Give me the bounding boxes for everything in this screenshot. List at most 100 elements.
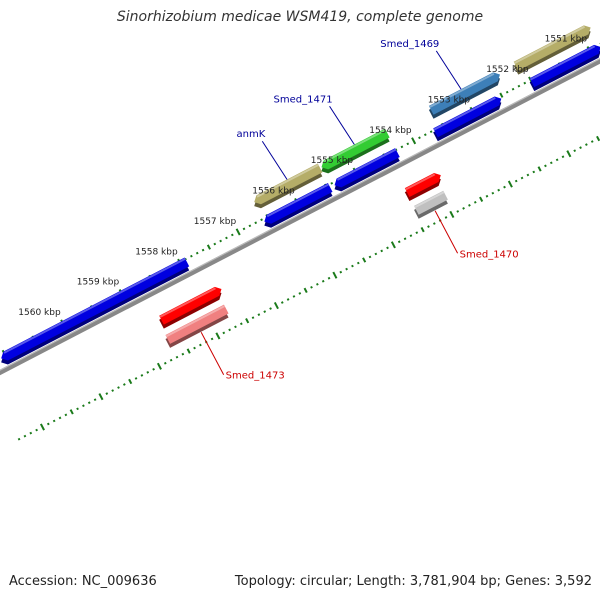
- tick-label: 1551 kbp: [545, 35, 588, 45]
- feature-smed-1473-cds[interactable]: [159, 286, 222, 329]
- major-tick: [156, 362, 162, 370]
- feature-face: [165, 304, 229, 344]
- feature-face: [1, 257, 190, 361]
- minor-tick: [260, 218, 263, 222]
- major-tick: [332, 271, 338, 279]
- minor-tick: [345, 267, 348, 271]
- gene-label-smed-1469[interactable]: Smed_1469: [380, 39, 439, 50]
- minor-tick: [201, 248, 205, 252]
- minor-tick: [219, 239, 222, 243]
- feature-smed-1470-cds[interactable]: [404, 172, 441, 202]
- feature-face: [264, 183, 333, 224]
- backbone-line: [0, 58, 600, 376]
- gene-label-smed-1470[interactable]: Smed_1470: [460, 249, 519, 260]
- minor-tick: [230, 233, 234, 237]
- feature-highlight: [159, 287, 216, 318]
- minor-tick: [485, 194, 489, 198]
- minor-tick: [444, 216, 448, 219]
- minor-tick: [479, 196, 484, 202]
- minor-tick: [549, 161, 553, 165]
- feature-face: [513, 25, 591, 71]
- minor-tick: [432, 222, 436, 225]
- gene-label-anmk[interactable]: anmK: [237, 129, 266, 140]
- feature-face: [404, 172, 441, 198]
- minor-tick: [526, 173, 530, 177]
- minor-tick: [514, 179, 518, 183]
- minor-tick: [590, 140, 594, 143]
- feature-blue-long[interactable]: [1, 257, 190, 365]
- minor-tick: [87, 401, 91, 405]
- minor-tick: [82, 404, 85, 408]
- minor-tick: [46, 422, 50, 426]
- minor-tick: [537, 166, 542, 172]
- feature-face: [529, 44, 600, 88]
- feature-highlight: [513, 25, 586, 65]
- feature-anmk[interactable]: [254, 163, 323, 209]
- minor-tick: [420, 226, 425, 233]
- minor-tick: [140, 374, 144, 377]
- feature-highlight: [405, 173, 436, 191]
- minor-tick: [555, 158, 559, 162]
- feature-face: [334, 148, 400, 188]
- tick-label: 1556 kbp: [252, 187, 295, 197]
- feature-smed-1470[interactable]: [414, 190, 448, 219]
- minor-tick: [76, 407, 79, 411]
- minor-tick: [123, 383, 126, 386]
- minor-tick: [573, 149, 577, 153]
- tick-label: 1552 kbp: [486, 65, 529, 75]
- minor-tick: [257, 313, 261, 317]
- feature-face: [433, 96, 502, 138]
- minor-tick: [400, 145, 404, 149]
- feature-olive-top[interactable]: [513, 25, 591, 75]
- minor-tick: [213, 242, 217, 246]
- minor-tick: [532, 170, 536, 174]
- minor-tick: [199, 343, 202, 347]
- minor-tick: [35, 428, 38, 432]
- feature-face: [428, 72, 500, 115]
- minor-tick: [254, 221, 258, 225]
- minor-tick: [228, 328, 231, 332]
- genome-stats-text: Topology: circular; Length: 3,781,904 bp…: [234, 574, 592, 589]
- major-tick: [39, 423, 45, 431]
- minor-tick: [327, 276, 331, 280]
- feature-smed-1471[interactable]: [321, 128, 390, 174]
- feature-highlight: [323, 129, 387, 163]
- label-leader-line: [329, 106, 355, 145]
- minor-tick: [321, 279, 325, 283]
- feature-highlight: [165, 305, 226, 338]
- feature-highlight: [529, 45, 596, 81]
- minor-tick: [418, 136, 421, 140]
- gene-label-smed-1471[interactable]: Smed_1471: [274, 94, 333, 105]
- lower-tick-rail: [17, 135, 600, 441]
- minor-tick: [58, 416, 62, 420]
- minor-tick: [517, 84, 521, 88]
- feature-face: [321, 128, 390, 170]
- minor-tick: [64, 413, 68, 417]
- label-leader-line: [435, 50, 462, 90]
- minor-tick: [245, 318, 250, 324]
- feature-smed-1471-cds[interactable]: [334, 148, 400, 192]
- minor-tick: [111, 389, 115, 392]
- minor-tick: [427, 225, 430, 228]
- major-tick: [273, 301, 279, 310]
- minor-tick: [210, 337, 214, 341]
- minor-tick: [195, 251, 199, 255]
- accession-text: Accession: NC_009636: [9, 574, 157, 589]
- major-tick: [411, 137, 417, 145]
- minor-tick: [362, 257, 367, 263]
- minor-tick: [339, 270, 343, 274]
- feature-smed-1469-cds[interactable]: [433, 96, 502, 142]
- minor-tick: [234, 325, 237, 329]
- minor-tick: [456, 210, 460, 213]
- feature-smed-1473[interactable]: [165, 304, 229, 348]
- minor-tick: [181, 352, 185, 356]
- minor-tick: [298, 292, 302, 295]
- tick-label: 1560 kbp: [18, 308, 61, 318]
- feature-blue-top[interactable]: [529, 44, 600, 92]
- minor-tick: [596, 135, 600, 142]
- feature-anmk-cds[interactable]: [264, 183, 333, 228]
- minor-tick: [280, 301, 284, 304]
- gene-label-smed-1473[interactable]: Smed_1473: [226, 371, 285, 382]
- minor-tick: [415, 231, 419, 235]
- feature-smed-1469[interactable]: [428, 72, 500, 119]
